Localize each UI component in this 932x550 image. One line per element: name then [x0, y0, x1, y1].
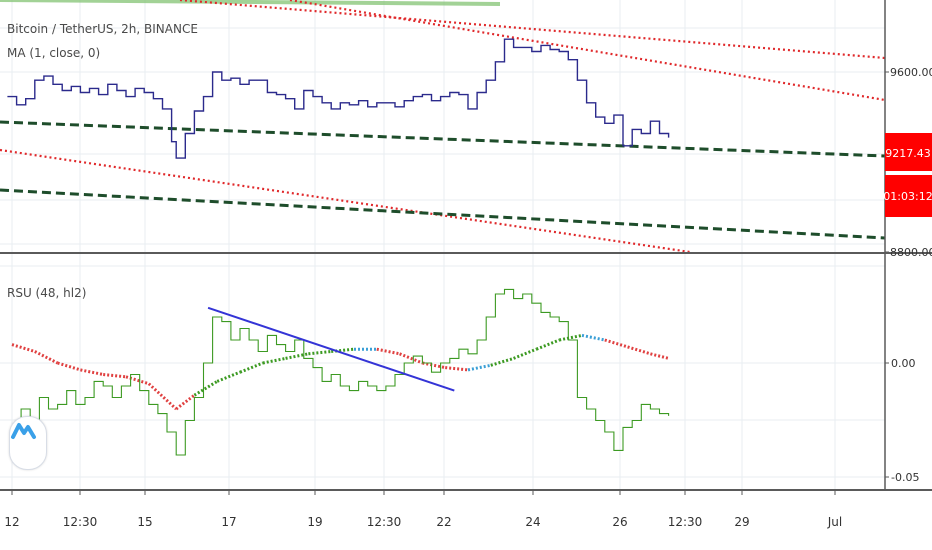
- signal-segment: [308, 350, 332, 356]
- signal-segment: [513, 347, 537, 360]
- oscillator-tick-label: 0.00: [891, 357, 916, 370]
- time-tick-label: 12: [4, 515, 19, 529]
- time-tick-label: 15: [137, 515, 152, 529]
- time-tick-label: 17: [221, 515, 236, 529]
- signal-segment: [376, 347, 400, 356]
- signal-segment: [422, 361, 446, 370]
- signal-segment: [581, 333, 606, 342]
- rsu-legend[interactable]: RSU (48, hl2): [7, 286, 87, 300]
- signal-segment: [467, 363, 492, 372]
- time-tick-label: 22: [436, 515, 451, 529]
- signal-segment: [216, 370, 241, 383]
- axis-layer: 9600.00 8800.00 0.00 -0.05 9217.43 01:03:12 12…: [0, 0, 932, 529]
- oscillator-tick-label: -0.05: [891, 471, 919, 484]
- price-series-layer: [7, 38, 670, 159]
- oscillator-trendline: [207, 306, 455, 392]
- time-tick-label: 24: [525, 515, 540, 529]
- countdown-label: 01:03:12: [883, 190, 932, 203]
- signal-segment: [650, 352, 670, 360]
- signal-segment: [11, 343, 36, 353]
- signal-segment: [399, 352, 423, 365]
- symbol-legend[interactable]: Bitcoin / TetherUS, 2h, BINANCE: [7, 22, 198, 36]
- signal-segment: [490, 356, 515, 367]
- rsu-series-line: [12, 288, 670, 456]
- channel-line-red-dotted: [0, 148, 691, 254]
- last-price-label: 9217.43: [885, 147, 931, 160]
- signal-segment: [147, 382, 178, 411]
- signal-segment: [285, 352, 309, 360]
- grid-layer: [0, 0, 885, 489]
- channel-line-red-dotted: [289, 0, 886, 102]
- signal-segment: [175, 394, 196, 411]
- signal-segment: [262, 356, 286, 365]
- price-series-line: [7, 38, 670, 159]
- signal-segment: [57, 361, 81, 372]
- signal-segment: [80, 368, 104, 376]
- tradingview-logo-icon[interactable]: [9, 416, 47, 470]
- signal-segment: [558, 333, 583, 342]
- oscillator-series-layer: [11, 288, 670, 456]
- time-tick-label: 29: [734, 515, 749, 529]
- ma-legend[interactable]: MA (1, close, 0): [7, 46, 101, 60]
- price-tick-label: 8800.00: [890, 246, 932, 259]
- trend-line-green-dashed: [0, 120, 886, 158]
- overlay-layer: [0, 0, 886, 254]
- price-tick-label: 9600.00: [890, 66, 932, 79]
- signal-segment: [239, 361, 264, 374]
- trend-line-green-dashed: [0, 188, 886, 240]
- logo-mark-icon: [11, 423, 36, 439]
- time-tick-label: 19: [307, 515, 322, 529]
- signal-segment: [103, 373, 127, 379]
- signal-segment: [445, 366, 469, 372]
- time-tick-label: Jul: [827, 515, 842, 529]
- channel-line-top: [0, 0, 501, 6]
- signal-segment: [627, 345, 651, 356]
- countdown-tag: [885, 175, 932, 217]
- time-tick-label: 12:30: [63, 515, 98, 529]
- time-tick-label: 26: [612, 515, 627, 529]
- time-tick-label: 12:30: [367, 515, 402, 529]
- signal-segment: [535, 338, 560, 351]
- signal-segment: [604, 338, 629, 349]
- signal-segment: [193, 380, 218, 397]
- last-price-tag: [885, 133, 932, 171]
- signal-segment: [34, 350, 59, 365]
- time-tick-label: 12:30: [668, 515, 703, 529]
